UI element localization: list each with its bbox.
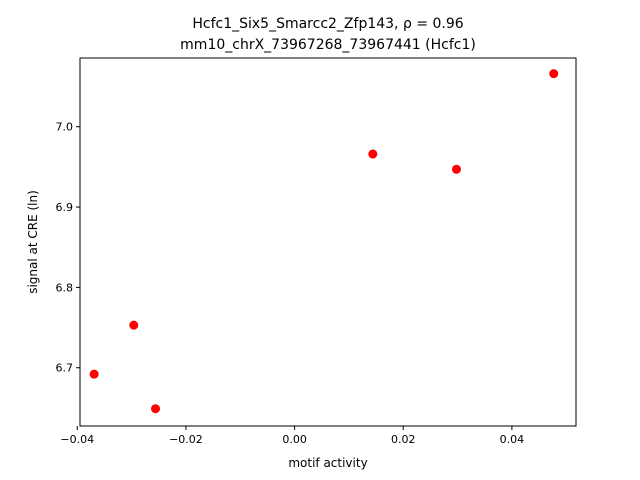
x-axis-label: motif activity	[288, 456, 367, 470]
y-tick-label: 6.7	[56, 362, 74, 375]
x-tick-label: −0.04	[60, 433, 94, 446]
y-tick-label: 6.9	[56, 201, 74, 214]
chart-title-line2: mm10_chrX_73967268_73967441 (Hcfc1)	[180, 37, 476, 53]
data-point	[151, 404, 161, 414]
data-point	[451, 164, 461, 174]
data-points	[89, 69, 559, 414]
plot-frame	[79, 57, 577, 427]
x-tick-label: 0.04	[500, 433, 525, 446]
x-tick-label: 0.02	[391, 433, 416, 446]
x-tick-label: −0.02	[169, 433, 203, 446]
x-tick-label: 0.00	[282, 433, 307, 446]
data-point	[549, 69, 559, 79]
data-point	[368, 149, 378, 159]
y-axis-label: signal at CRE (ln)	[26, 190, 40, 294]
data-point	[89, 369, 99, 379]
chart-title-line1: Hcfc1_Six5_Smarcc2_Zfp143, ρ = 0.96	[192, 16, 463, 32]
y-axis-ticks: 6.7 6.8 6.9 7.0	[56, 121, 80, 375]
y-tick-label: 6.8	[56, 281, 74, 294]
data-point	[129, 320, 139, 330]
y-tick-label: 7.0	[56, 121, 74, 134]
x-axis-ticks: −0.04 −0.02 0.00 0.02 0.04	[60, 426, 524, 446]
